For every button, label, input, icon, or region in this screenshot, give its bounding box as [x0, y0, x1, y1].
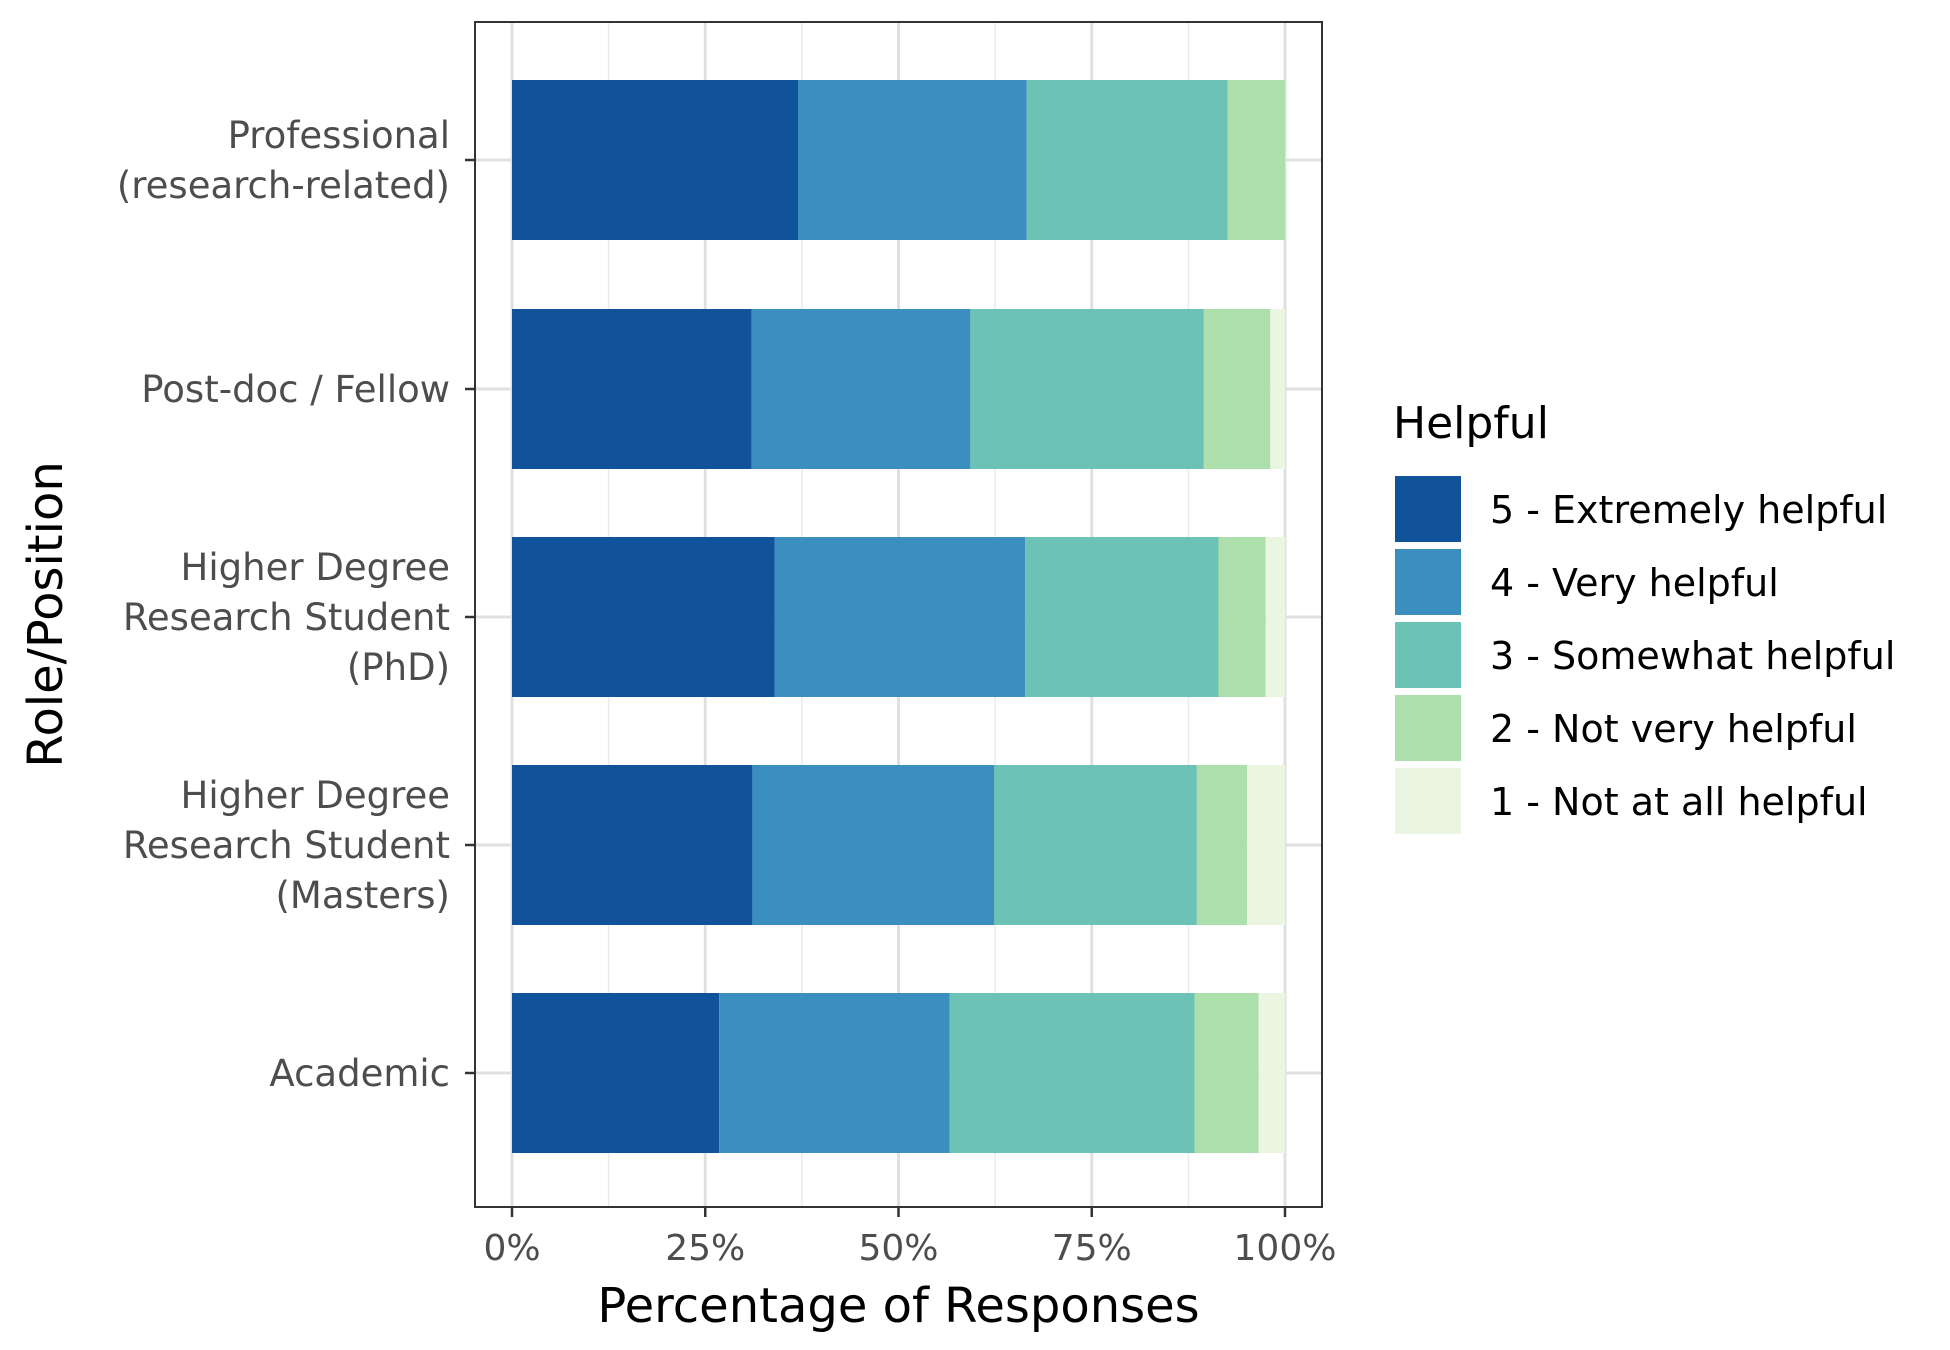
- bar-segment: [949, 993, 1195, 1153]
- bar-segment: [512, 80, 799, 240]
- bar-segment: [1203, 309, 1271, 469]
- y-category-label: Professional (research-related): [117, 114, 450, 207]
- bar-segment: [512, 765, 753, 925]
- y-category-label-line: Professional: [228, 114, 450, 157]
- bar-segment: [719, 993, 950, 1153]
- bar-segment: [1194, 993, 1259, 1153]
- bar-segment: [752, 765, 995, 925]
- legend-label: 3 - Somewhat helpful: [1490, 634, 1895, 678]
- y-category-label: Post-doc / Fellow: [141, 368, 450, 411]
- bar-segment: [751, 309, 971, 469]
- legend-swatch: [1395, 768, 1461, 834]
- bar-segment: [1265, 537, 1285, 697]
- bars: [512, 80, 1285, 1153]
- y-axis-title: Role/Position: [18, 461, 74, 768]
- bar-segment: [1227, 80, 1285, 240]
- legend-swatch: [1395, 476, 1461, 542]
- y-category-label-line: Higher Degree: [181, 546, 450, 589]
- y-category-label-line: Research Student: [123, 596, 450, 639]
- y-category-label-line: (research-related): [117, 164, 450, 207]
- y-category-label-line: (Masters): [275, 874, 450, 917]
- legend-label: 2 - Not very helpful: [1490, 707, 1857, 751]
- x-axis-title: Percentage of Responses: [597, 1278, 1199, 1334]
- legend-swatch: [1395, 695, 1461, 761]
- y-axis: Professional (research-related) Post-doc /…: [117, 114, 475, 1095]
- legend-label: 1 - Not at all helpful: [1490, 780, 1868, 824]
- legend-label: 4 - Very helpful: [1490, 561, 1779, 605]
- bar-segment: [1196, 765, 1248, 925]
- bar-segment: [1270, 309, 1285, 469]
- bar-segment: [512, 993, 720, 1153]
- legend-swatch: [1395, 622, 1461, 688]
- y-category-label-line: (PhD): [347, 646, 450, 689]
- legend-label: 5 - Extremely helpful: [1490, 488, 1887, 532]
- y-category-label-line: Research Student: [123, 824, 450, 867]
- x-tick-label: 0%: [483, 1228, 540, 1269]
- bar-segment: [1258, 993, 1285, 1153]
- legend: Helpful 5 - Extremely helpful 4 - Very he…: [1393, 398, 1895, 834]
- bar-segment: [512, 309, 752, 469]
- legend-swatch: [1395, 549, 1461, 615]
- bar-segment: [970, 309, 1204, 469]
- bar-segment: [1025, 537, 1219, 697]
- bar-segment: [798, 80, 1027, 240]
- x-axis: 0% 25% 50% 75% 100%: [483, 1207, 1336, 1269]
- bar-segment: [994, 765, 1197, 925]
- legend-title: Helpful: [1393, 398, 1549, 449]
- y-category-label-line: Post-doc / Fellow: [141, 368, 450, 411]
- y-category-label: Academic: [269, 1052, 450, 1095]
- y-category-label-line: Higher Degree: [181, 774, 450, 817]
- y-category-label: Higher Degree Research Student (Masters): [123, 774, 450, 917]
- y-category-label-line: Academic: [269, 1052, 450, 1095]
- bar-segment: [512, 537, 775, 697]
- x-tick-label: 25%: [665, 1228, 745, 1269]
- bar-segment: [1026, 80, 1228, 240]
- bar-segment: [1247, 765, 1285, 925]
- y-category-label: Higher Degree Research Student (PhD): [123, 546, 450, 689]
- x-tick-label: 75%: [1052, 1228, 1132, 1269]
- x-tick-label: 100%: [1234, 1228, 1337, 1269]
- bar-segment: [774, 537, 1026, 697]
- x-tick-label: 50%: [858, 1228, 938, 1269]
- bar-segment: [1218, 537, 1266, 697]
